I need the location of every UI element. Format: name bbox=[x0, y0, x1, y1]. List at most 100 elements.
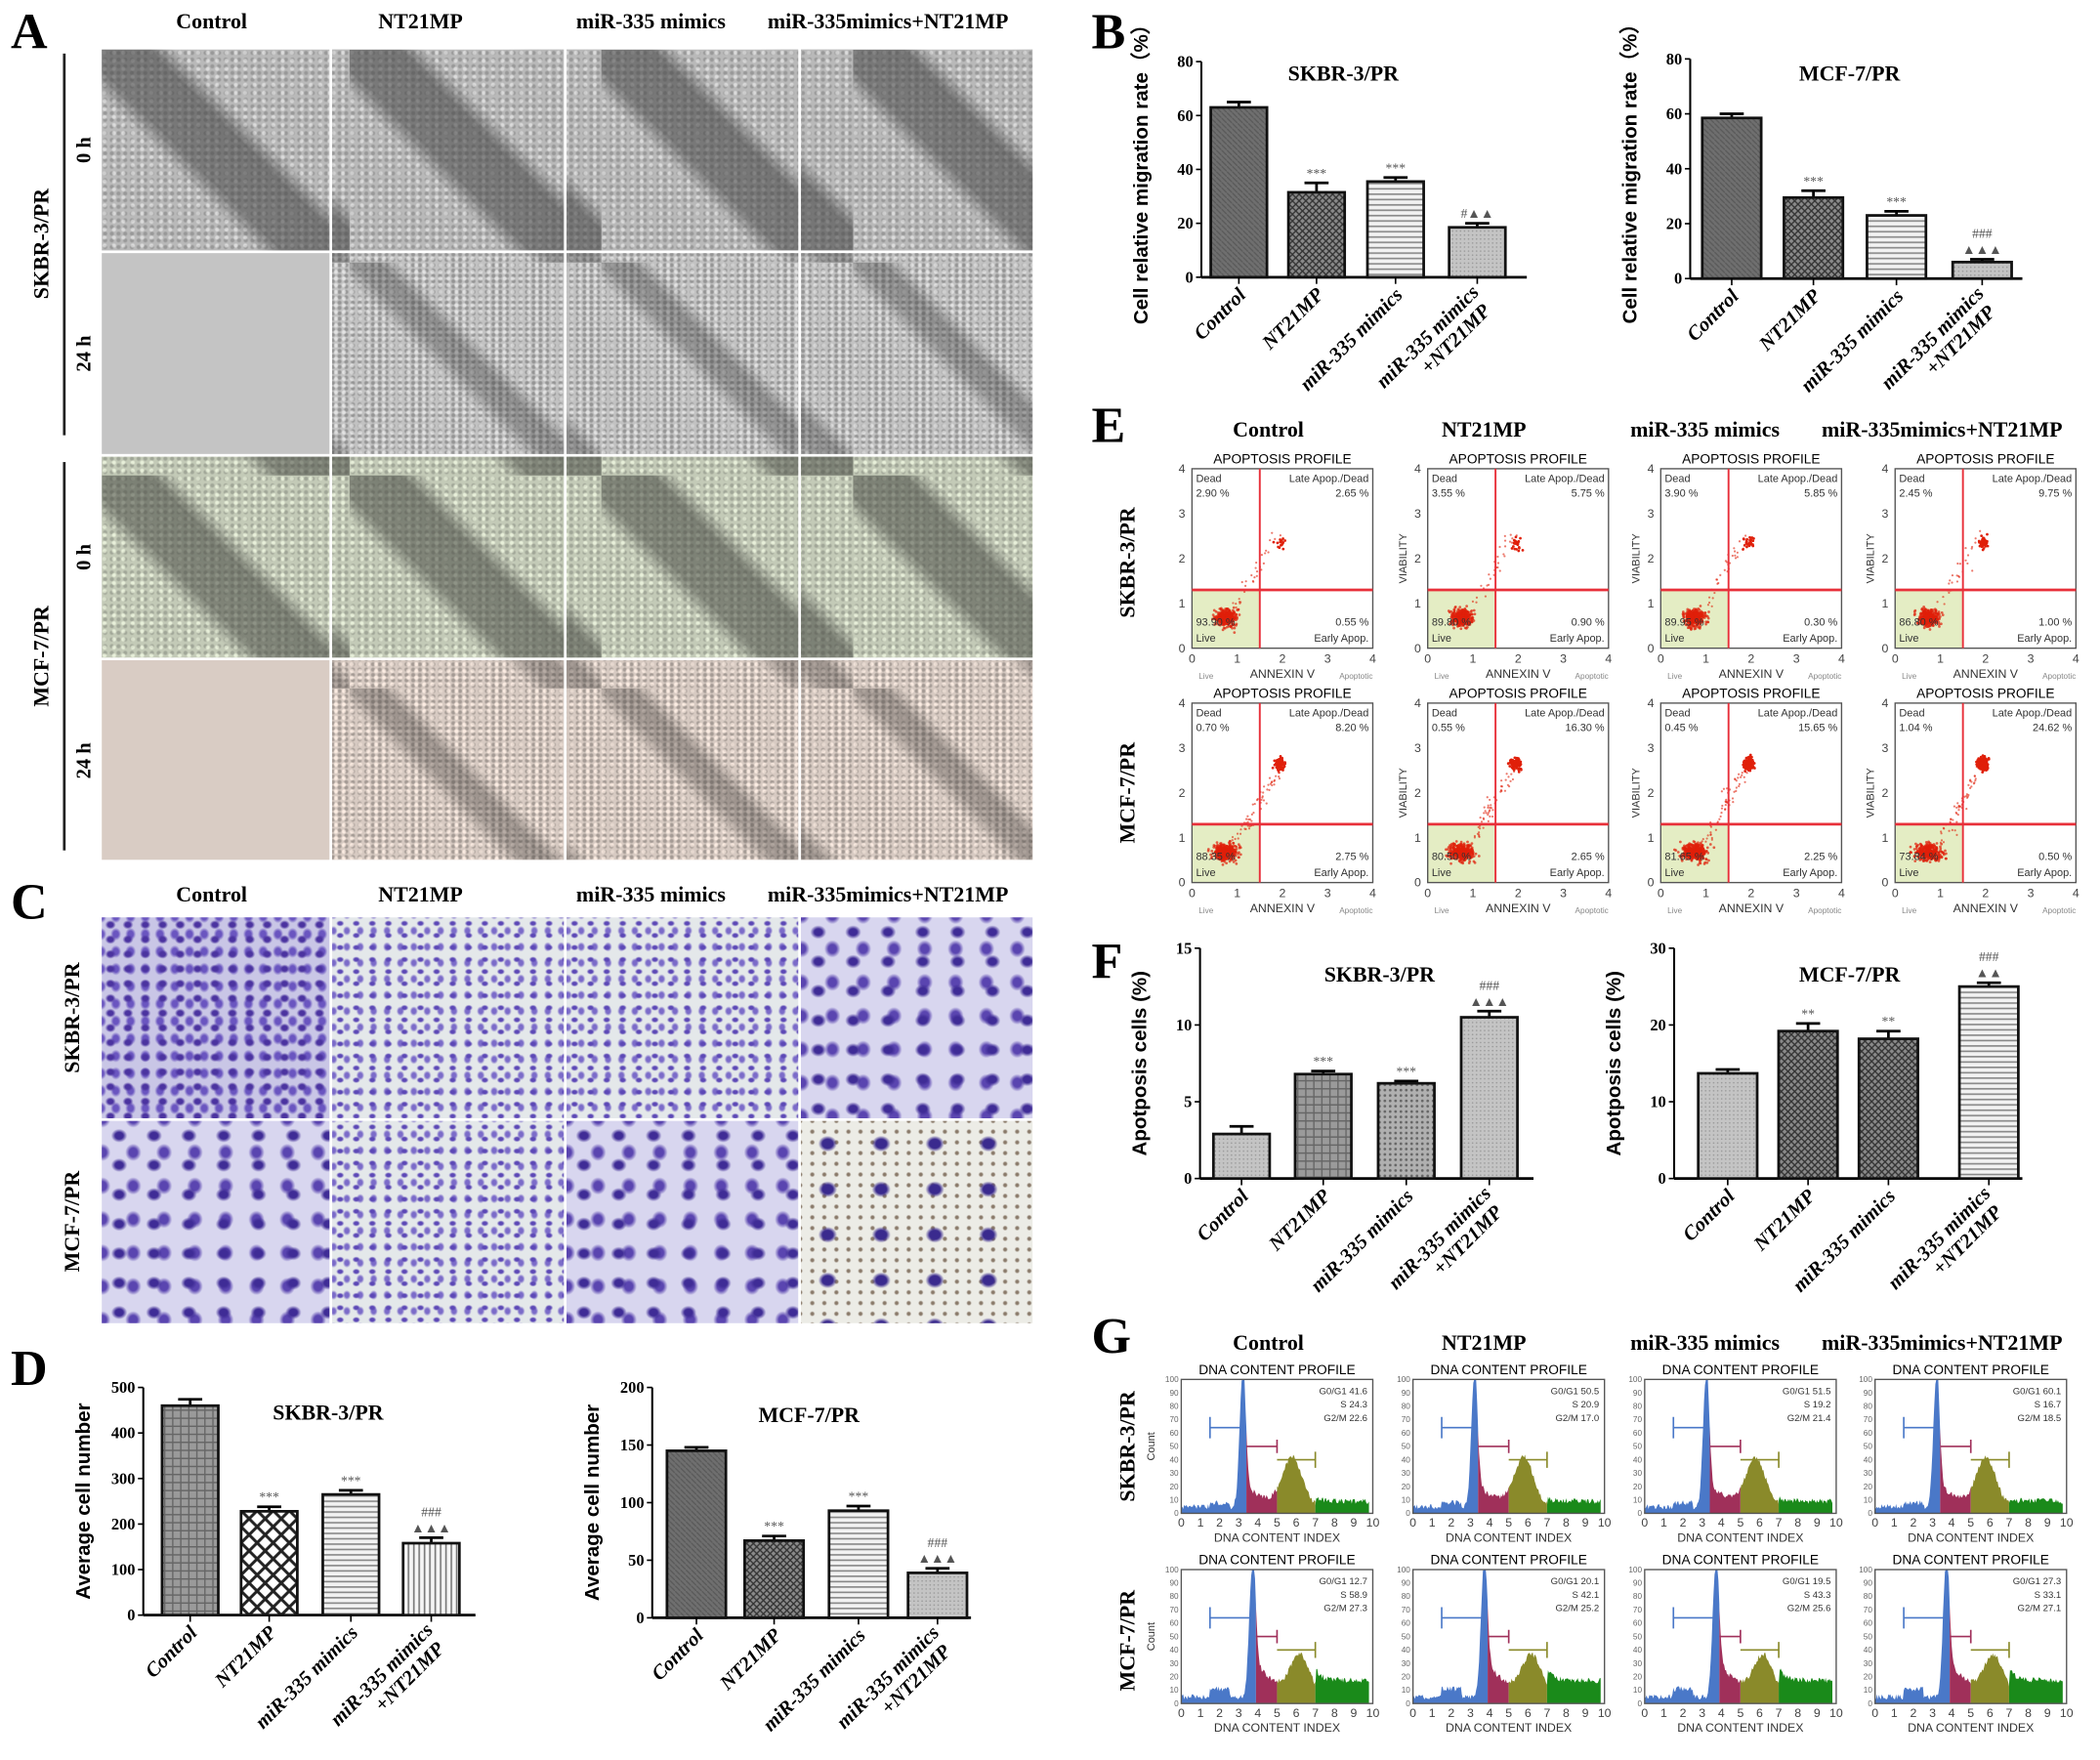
panel-a-header-mimics: miR-335 mimics bbox=[575, 10, 726, 34]
x-axis-left-label: Live bbox=[1198, 906, 1214, 915]
event-dot bbox=[1273, 779, 1276, 782]
phase-percent: G2/M 27.3 bbox=[1323, 1604, 1367, 1614]
event-dot bbox=[1981, 757, 1985, 760]
event-dot bbox=[1491, 809, 1494, 812]
y-tick-label: 100 bbox=[1165, 1566, 1179, 1574]
event-dot bbox=[1244, 827, 1247, 831]
event-dot bbox=[1449, 842, 1453, 846]
event-dot bbox=[1224, 608, 1227, 610]
y-tick-label: 60 bbox=[1864, 1429, 1873, 1438]
x-tick-label: Control bbox=[648, 1624, 708, 1685]
event-dot bbox=[1239, 828, 1242, 831]
event-dot bbox=[1966, 554, 1970, 557]
event-dot bbox=[1514, 763, 1518, 767]
x-axis-label: DNA CONTENT INDEX bbox=[1677, 1721, 1803, 1735]
event-dot bbox=[1279, 764, 1282, 768]
x-axis-label: ANNEXIN V bbox=[1953, 901, 2019, 915]
event-dot bbox=[1491, 815, 1494, 818]
x-tick-label: Control bbox=[1191, 284, 1251, 345]
y-tick-label: 0 bbox=[1638, 1509, 1643, 1518]
transwell-image bbox=[332, 917, 565, 1118]
s-gate-bracket bbox=[1478, 1440, 1510, 1453]
y-tick-label: 200 bbox=[111, 1515, 136, 1533]
y-tick-label: 80 bbox=[1864, 1592, 1873, 1601]
event-dot bbox=[1238, 856, 1240, 859]
significance-annotation: ▲▲▲ bbox=[1469, 994, 1509, 1009]
y-tick-label: 4 bbox=[1648, 462, 1655, 476]
event-dot bbox=[1688, 842, 1692, 845]
event-dot bbox=[1482, 826, 1485, 829]
y-axis-label: VIABILITY bbox=[1398, 767, 1409, 817]
significance-annotation: ▲▲▲ bbox=[411, 1521, 451, 1535]
wound-healing-image bbox=[800, 456, 1033, 658]
bar bbox=[1777, 1029, 1839, 1181]
event-dot bbox=[1260, 798, 1263, 802]
plot-title: DNA CONTENT PROFILE bbox=[1198, 1362, 1355, 1377]
event-dot bbox=[1708, 843, 1712, 846]
plot-title: DNA CONTENT PROFILE bbox=[1893, 1553, 2049, 1568]
event-dot bbox=[1470, 612, 1474, 615]
significance-annotation: ### bbox=[1979, 949, 1999, 964]
x-tick-label: 10 bbox=[1366, 1706, 1380, 1720]
x-tick-label: 10 bbox=[1829, 1706, 1843, 1720]
x-axis-label: ANNEXIN V bbox=[1719, 901, 1785, 915]
debris-region bbox=[2008, 1669, 2063, 1704]
x-tick-label: 2 bbox=[1216, 1516, 1223, 1530]
bar bbox=[1293, 1072, 1353, 1181]
event-dot bbox=[1965, 796, 1969, 799]
event-dot bbox=[1510, 773, 1513, 775]
x-tick-label: 4 bbox=[1718, 1706, 1725, 1720]
bar bbox=[665, 1449, 728, 1619]
y-tick-label: 50 bbox=[1169, 1443, 1179, 1451]
x-axis-label: ANNEXIN V bbox=[1250, 901, 1316, 915]
event-dot bbox=[1472, 859, 1476, 863]
transwell-image bbox=[567, 1120, 799, 1323]
event-dot bbox=[1272, 540, 1276, 544]
plot-title: APOPTOSIS PROFILE bbox=[1449, 451, 1587, 466]
late-percent: 16.30 % bbox=[1565, 723, 1604, 734]
event-dot bbox=[1451, 847, 1455, 850]
plot-title: APOPTOSIS PROFILE bbox=[1213, 451, 1351, 466]
x-tick-label: 8 bbox=[2025, 1706, 2032, 1720]
x-tick-label: 3 bbox=[2028, 652, 2035, 666]
event-dot bbox=[1987, 758, 1991, 761]
x-axis-left-label: Live bbox=[1667, 672, 1683, 681]
panel-c-header-control: Control bbox=[176, 883, 248, 907]
panel-e-header-control: Control bbox=[1233, 419, 1304, 442]
event-dot bbox=[1487, 806, 1490, 809]
event-dot bbox=[1941, 613, 1945, 617]
event-dot bbox=[1973, 775, 1976, 777]
wound-healing-image bbox=[332, 660, 565, 860]
event-dot bbox=[1948, 591, 1951, 594]
y-tick-label: 15 bbox=[1176, 939, 1192, 957]
y-axis-label: Average cell number bbox=[581, 1404, 604, 1601]
plot-title: APOPTOSIS PROFILE bbox=[1916, 686, 2054, 700]
event-dot bbox=[1743, 762, 1746, 766]
event-dot bbox=[1734, 557, 1738, 560]
early-percent: 2.25 % bbox=[1804, 851, 1837, 862]
event-dot bbox=[1278, 775, 1281, 778]
event-dot bbox=[1973, 781, 1976, 784]
y-tick-label: 3 bbox=[1648, 507, 1655, 521]
event-dot bbox=[1236, 617, 1239, 620]
event-dot bbox=[1705, 837, 1708, 840]
event-dot bbox=[1935, 842, 1939, 845]
significance-annotation: *** bbox=[259, 1489, 279, 1504]
row-bracket-mcf bbox=[63, 462, 66, 851]
quadrant-label-live: Live bbox=[1899, 633, 1918, 645]
transwell-image bbox=[567, 917, 799, 1118]
quadrant-label-early: Early Apop. bbox=[1783, 633, 1837, 645]
event-dot bbox=[1731, 797, 1735, 800]
event-dot bbox=[1742, 548, 1744, 551]
phase-percent: G0/G1 51.5 bbox=[1783, 1386, 1831, 1397]
event-dot bbox=[1952, 818, 1954, 821]
y-tick-label: 100 bbox=[1628, 1566, 1642, 1574]
y-tick-label: 40 bbox=[1402, 1455, 1411, 1464]
y-tick-label: 2 bbox=[1648, 552, 1655, 566]
event-dot bbox=[1707, 596, 1711, 599]
phase-percent: G2/M 25.2 bbox=[1555, 1604, 1599, 1614]
event-dot bbox=[1750, 536, 1754, 539]
event-dot bbox=[1500, 779, 1503, 782]
